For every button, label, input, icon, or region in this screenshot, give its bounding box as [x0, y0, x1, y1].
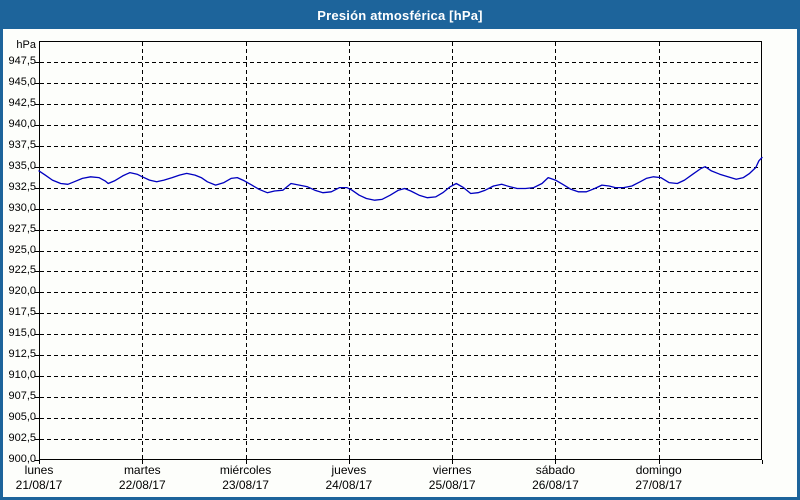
window-title: Presión atmosférica [hPa]: [317, 8, 483, 23]
day-name: miércoles: [219, 463, 272, 477]
y-tick-label: 907,5: [8, 390, 36, 403]
x-day-label: lunes 21/08/17: [0, 463, 91, 493]
day-date: 21/08/17: [15, 478, 63, 492]
y-tick-label: 937,5: [8, 138, 36, 151]
y-tick-label: 917,5: [8, 306, 36, 319]
y-tick-label: 902,5: [8, 432, 36, 445]
day-date: 22/08/17: [118, 478, 166, 492]
day-name: sábado: [535, 463, 576, 477]
x-day-label: miércoles 23/08/17: [194, 463, 298, 493]
day-date: 24/08/17: [325, 478, 373, 492]
y-tick-label: 925,0: [8, 243, 36, 256]
x-day-label: martes 22/08/17: [90, 463, 194, 493]
x-day-label: jueves 24/08/17: [297, 463, 401, 493]
y-axis-unit-label: hPa: [16, 39, 36, 51]
day-name: domingo: [635, 463, 682, 477]
y-tick-label: 910,0: [8, 369, 36, 382]
y-tick-label: 942,5: [8, 96, 36, 109]
plot-area[interactable]: [35, 41, 763, 465]
y-tick-label: 922,5: [8, 264, 36, 277]
day-name: jueves: [331, 463, 367, 477]
y-tick-label: 927,5: [8, 222, 36, 235]
x-day-label: sábado 26/08/17: [503, 463, 607, 493]
day-name: viernes: [432, 463, 472, 477]
x-day-label: viernes 25/08/17: [400, 463, 504, 493]
y-tick-label: 920,0: [8, 285, 36, 298]
title-bar: Presión atmosférica [hPa]: [3, 3, 797, 29]
y-tick-label: 905,0: [8, 411, 36, 424]
day-name: lunes: [24, 463, 54, 477]
day-date: 26/08/17: [532, 478, 579, 492]
pressure-series-line: [38, 156, 763, 201]
day-date: 23/08/17: [222, 478, 269, 492]
y-tick-label: 900,0: [8, 453, 36, 465]
y-tick-label: 932,5: [8, 180, 36, 193]
day-date: 27/08/17: [635, 478, 683, 492]
y-tick-label: 935,0: [8, 159, 36, 172]
y-tick-label: 945,0: [8, 75, 36, 88]
x-day-label: domingo 27/08/17: [607, 463, 711, 493]
y-tick-label: 940,0: [8, 117, 36, 130]
y-tick-label: 930,0: [8, 201, 36, 214]
day-date: 25/08/17: [428, 478, 476, 492]
y-tick-label: 915,0: [8, 327, 36, 340]
y-tick-label: 912,5: [8, 348, 36, 361]
y-tick-label: 947,5: [8, 54, 36, 67]
day-name: martes: [123, 463, 161, 477]
plot-frame: [39, 41, 762, 460]
